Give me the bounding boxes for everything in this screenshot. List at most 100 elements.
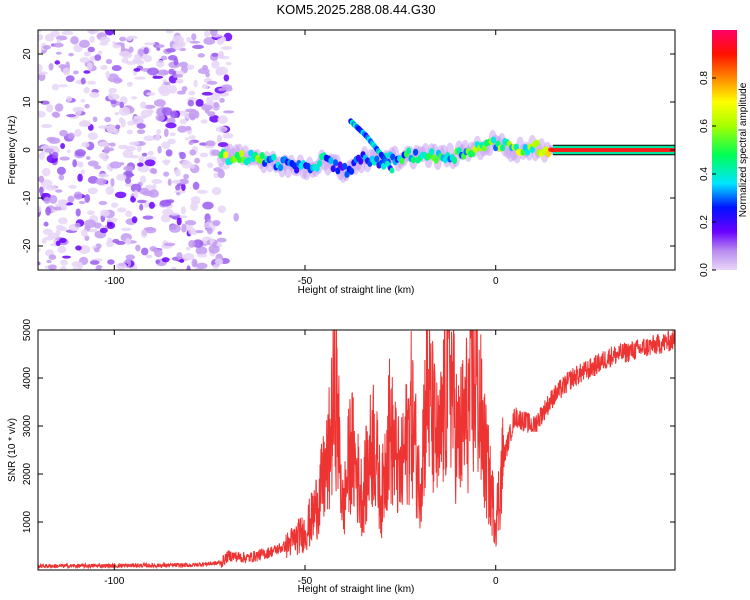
noise-blob — [193, 79, 198, 88]
noise-blob — [138, 156, 145, 164]
noise-blob — [117, 144, 129, 150]
noise-blob — [215, 67, 224, 76]
noise-blob — [62, 255, 71, 259]
noise-blob — [130, 183, 142, 193]
x-tick-label: -50 — [298, 276, 313, 287]
noise-blob — [57, 245, 67, 254]
noise-blob — [172, 35, 184, 44]
noise-blob — [143, 55, 153, 63]
noise-blob — [38, 186, 44, 195]
y-tick-label: 4000 — [22, 366, 33, 389]
noise-blob — [74, 149, 86, 157]
noise-blob — [144, 42, 156, 46]
noise-blob — [98, 173, 110, 178]
noise-blob — [38, 71, 48, 75]
noise-blob — [51, 83, 60, 91]
noise-blob — [89, 91, 100, 98]
noise-blob — [99, 36, 111, 44]
noise-blob — [178, 110, 188, 116]
noise-blob — [85, 156, 91, 160]
y-tick-label: -10 — [22, 190, 33, 205]
noise-blob — [66, 114, 77, 118]
noise-blob — [165, 30, 174, 34]
noise-blob — [213, 101, 220, 109]
noise-blob — [183, 173, 190, 180]
noise-blob — [112, 77, 122, 84]
noise-blob — [67, 132, 75, 140]
ridge-point — [529, 145, 535, 153]
noise-blob — [203, 30, 210, 38]
noise-blob — [119, 36, 127, 42]
noise-blob — [169, 111, 179, 119]
noise-blob — [165, 122, 177, 129]
noise-blob — [72, 159, 77, 168]
noise-blob — [133, 189, 139, 199]
noise-blob — [38, 261, 41, 266]
noise-blob — [137, 199, 147, 204]
noise-blob — [54, 103, 64, 112]
ridge-point — [374, 155, 380, 163]
noise-blob — [178, 61, 188, 68]
noise-blob — [44, 148, 54, 153]
ridge-point — [236, 156, 242, 164]
noise-blob — [77, 173, 83, 182]
ridge — [217, 118, 675, 183]
noise-blob — [211, 52, 219, 57]
noise-blob — [98, 141, 109, 147]
noise-blob — [207, 162, 214, 169]
noise-blob — [186, 36, 192, 43]
x-tick-label: -50 — [298, 576, 313, 587]
ridge-point — [328, 157, 334, 165]
noise-blob — [191, 33, 197, 41]
ridge-point — [490, 136, 497, 144]
noise-blob — [100, 209, 110, 217]
noise-blob — [86, 62, 93, 71]
noise-blob — [181, 160, 192, 169]
noise-blob — [201, 91, 213, 96]
noise-blob — [177, 125, 188, 133]
noise-blob — [59, 129, 68, 137]
x-tick-label: 0 — [493, 276, 499, 287]
noise-blob — [89, 260, 100, 265]
noise-blob — [197, 53, 205, 58]
noise-blob — [161, 107, 173, 116]
noise-blob — [97, 125, 109, 129]
noise-blob — [38, 33, 44, 41]
noise-blob — [149, 167, 157, 174]
ridge-point — [525, 148, 531, 156]
noise-blob — [136, 129, 146, 135]
noise-blob — [55, 240, 61, 247]
noise-blob — [192, 239, 204, 248]
noise-blob — [185, 137, 190, 141]
noise-blob — [124, 177, 132, 185]
noise-blob — [167, 138, 176, 145]
noise-blob — [189, 149, 196, 156]
noise-blob — [38, 64, 43, 72]
noise-blob — [107, 259, 115, 265]
noise-blob — [162, 70, 168, 74]
noise-blob — [192, 44, 205, 50]
noise-blob — [94, 54, 102, 61]
noise-blob — [104, 30, 115, 36]
noise-blob — [120, 44, 126, 52]
noise-blob — [126, 129, 133, 135]
noise-blob — [200, 119, 208, 124]
noise-blob — [98, 200, 108, 206]
noise-blob — [181, 85, 188, 92]
noise-blob — [213, 172, 219, 178]
noise-blob — [54, 60, 61, 65]
noise-blob — [45, 185, 57, 191]
noise-blob — [131, 216, 138, 224]
ridge-point — [223, 151, 229, 159]
noise-blob — [143, 47, 149, 55]
noise-blob — [167, 178, 172, 186]
noise-blob — [78, 120, 91, 127]
noise-blob — [194, 157, 201, 164]
noise-blob — [163, 171, 170, 177]
noise-blob — [77, 261, 83, 270]
y-tick-label: 5000 — [22, 318, 33, 341]
noise-blob — [133, 115, 139, 119]
ridge-core — [552, 148, 675, 152]
noise-blob — [104, 116, 112, 123]
colorbar-tick-label: 0.4 — [699, 167, 710, 181]
